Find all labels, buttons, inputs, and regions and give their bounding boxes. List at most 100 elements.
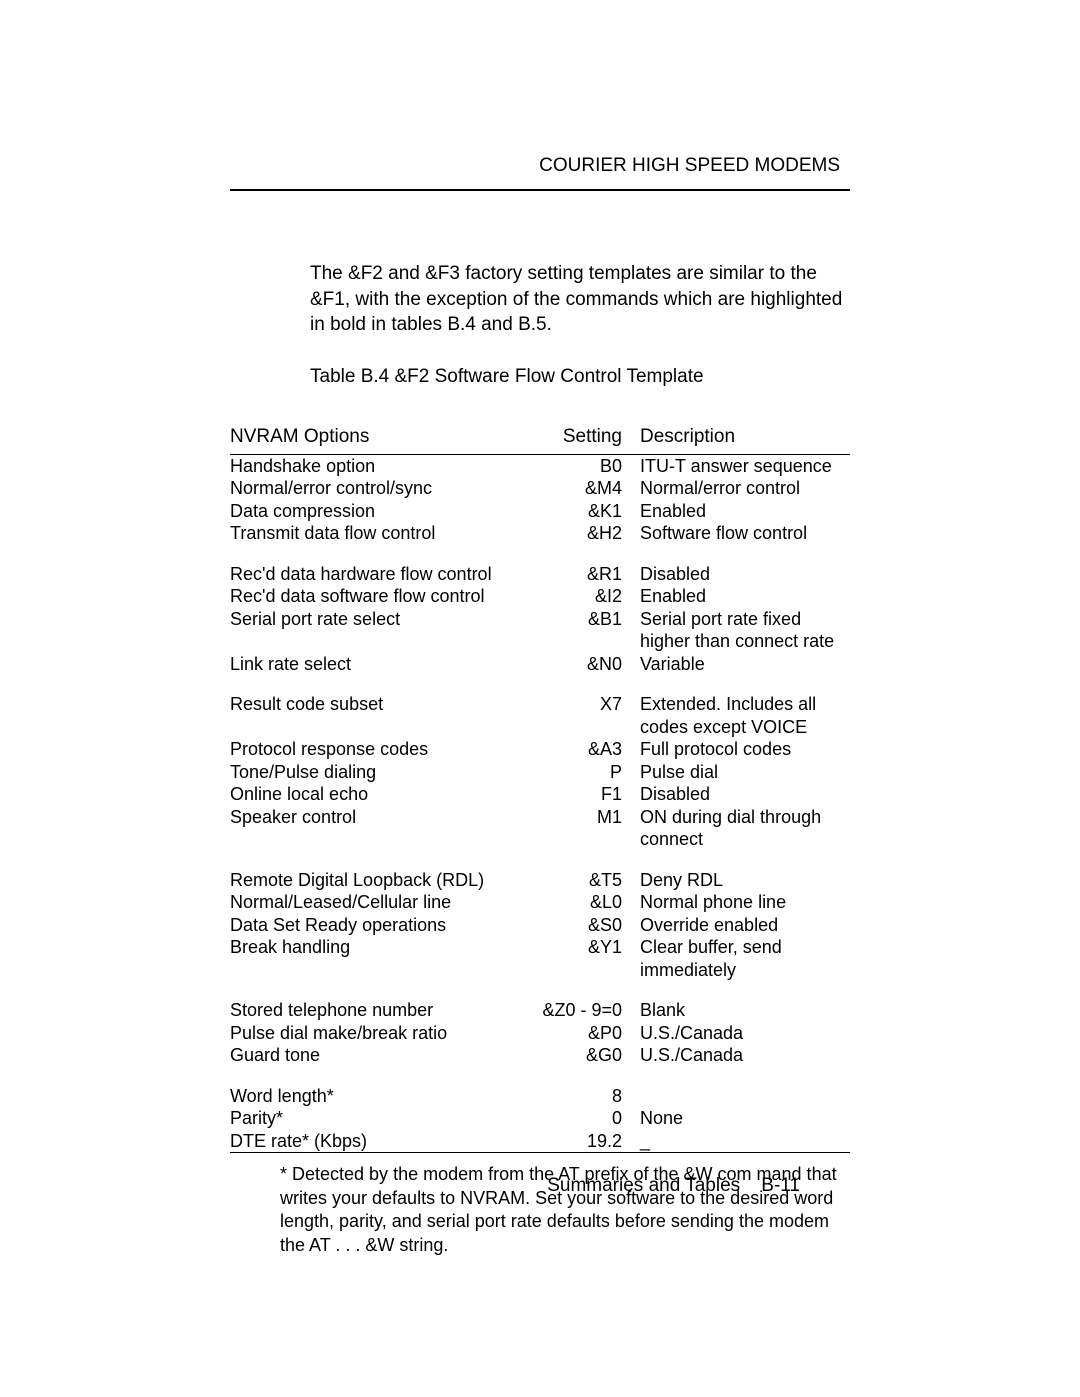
cell-setting: 8 — [525, 1085, 640, 1108]
cell-setting: P — [525, 761, 640, 784]
cell-option: Stored telephone number — [230, 999, 525, 1022]
table-row: Speaker controlM1ON during dial through … — [230, 806, 850, 851]
cell-desc: Pulse dial — [640, 761, 850, 784]
cell-desc: ON during dial through connect — [640, 806, 850, 851]
cell-desc: Enabled — [640, 500, 850, 523]
cell-setting: &Y1 — [525, 936, 640, 981]
cell-option: DTE rate* (Kbps) — [230, 1130, 525, 1153]
cell-option: Break handling — [230, 936, 525, 981]
cell-setting: &T5 — [525, 869, 640, 892]
footer-page: B-11 — [761, 1175, 800, 1196]
cell-setting: &N0 — [525, 653, 640, 676]
cell-option: Result code subset — [230, 693, 525, 738]
cell-option: Word length* — [230, 1085, 525, 1108]
table-header-row: NVRAM Options Setting Description — [230, 426, 850, 455]
cell-setting: &R1 — [525, 563, 640, 586]
cell-desc: Extended. Includes all codes except VOIC… — [640, 693, 850, 738]
cell-option: Protocol response codes — [230, 738, 525, 761]
cell-option: Parity* — [230, 1107, 525, 1130]
table-row: Guard tone&G0U.S./Canada — [230, 1044, 850, 1067]
table-row: Tone/Pulse dialingPPulse dial — [230, 761, 850, 784]
table-row: Word length*8 — [230, 1085, 850, 1108]
table-group-spacer — [230, 851, 850, 869]
options-table: NVRAM Options Setting Description Handsh… — [230, 426, 850, 1153]
cell-setting: M1 — [525, 806, 640, 851]
page: COURIER HIGH SPEED MODEMS The &F2 and &F… — [0, 0, 1080, 1257]
cell-option: Data Set Ready operations — [230, 914, 525, 937]
cell-option: Online local echo — [230, 783, 525, 806]
table-row: Link rate select&N0Variable — [230, 653, 850, 676]
table-group-spacer — [230, 545, 850, 563]
intro-paragraph: The &F2 and &F3 factory setting template… — [310, 261, 850, 338]
cell-option: Remote Digital Loopback (RDL) — [230, 869, 525, 892]
cell-desc: Disabled — [640, 563, 850, 586]
cell-setting: &S0 — [525, 914, 640, 937]
table-row: Stored telephone number&Z0 - 9=0Blank — [230, 999, 850, 1022]
cell-desc: Serial port rate fixed higher than conne… — [640, 608, 850, 653]
table-row: Pulse dial make/break ratio&P0U.S./Canad… — [230, 1022, 850, 1045]
cell-desc: U.S./Canada — [640, 1022, 850, 1045]
table-row: Remote Digital Loopback (RDL)&T5Deny RDL — [230, 869, 850, 892]
header-rule — [230, 189, 850, 191]
col-header-desc: Description — [640, 426, 850, 455]
cell-desc: Blank — [640, 999, 850, 1022]
table-row: Data compression&K1Enabled — [230, 500, 850, 523]
cell-desc: Normal phone line — [640, 891, 850, 914]
cell-setting: 19.2 — [525, 1130, 640, 1153]
table-group-spacer — [230, 1067, 850, 1085]
table-row: DTE rate* (Kbps)19.2_ — [230, 1130, 850, 1153]
table-group-spacer — [230, 981, 850, 999]
cell-desc: Disabled — [640, 783, 850, 806]
cell-option: Speaker control — [230, 806, 525, 851]
cell-setting: F1 — [525, 783, 640, 806]
cell-desc: U.S./Canada — [640, 1044, 850, 1067]
cell-setting: &L0 — [525, 891, 640, 914]
table-bottom-rule — [230, 1152, 850, 1153]
cell-option: Handshake option — [230, 454, 525, 477]
cell-desc: Override enabled — [640, 914, 850, 937]
table-row: Result code subsetX7Extended. Includes a… — [230, 693, 850, 738]
cell-option: Rec'd data hardware flow control — [230, 563, 525, 586]
cell-setting: &P0 — [525, 1022, 640, 1045]
cell-setting: &H2 — [525, 522, 640, 545]
cell-desc: ITU-T answer sequence — [640, 454, 850, 477]
table-row: Protocol response codes&A3Full protocol … — [230, 738, 850, 761]
cell-desc: Deny RDL — [640, 869, 850, 892]
cell-desc: Software flow control — [640, 522, 850, 545]
cell-desc: Normal/error control — [640, 477, 850, 500]
cell-option: Pulse dial make/break ratio — [230, 1022, 525, 1045]
table-row: Normal/error control/sync&M4Normal/error… — [230, 477, 850, 500]
table-row: Parity*0None — [230, 1107, 850, 1130]
footer-section: Summaries and Tables — [547, 1175, 740, 1196]
cell-setting: &Z0 - 9=0 — [525, 999, 640, 1022]
cell-desc: _ — [640, 1130, 850, 1153]
cell-setting: &A3 — [525, 738, 640, 761]
header-title: COURIER HIGH SPEED MODEMS — [230, 155, 850, 189]
cell-option: Serial port rate select — [230, 608, 525, 653]
table-row: Data Set Ready operations&S0Override ena… — [230, 914, 850, 937]
cell-desc — [640, 1085, 850, 1108]
cell-desc: Variable — [640, 653, 850, 676]
table-row: Rec'd data hardware flow control&R1Disab… — [230, 563, 850, 586]
table-row: Rec'd data software flow control&I2Enabl… — [230, 585, 850, 608]
cell-setting: &K1 — [525, 500, 640, 523]
col-header-setting: Setting — [525, 426, 640, 455]
cell-setting: &G0 — [525, 1044, 640, 1067]
cell-option: Guard tone — [230, 1044, 525, 1067]
cell-option: Data compression — [230, 500, 525, 523]
table-row: Break handling&Y1Clear buffer, send imme… — [230, 936, 850, 981]
cell-option: Transmit data flow control — [230, 522, 525, 545]
cell-setting: &I2 — [525, 585, 640, 608]
cell-setting: &B1 — [525, 608, 640, 653]
table-row: Transmit data flow control&H2Software fl… — [230, 522, 850, 545]
table-caption: Table B.4 &F2 Software Flow Control Temp… — [310, 366, 850, 388]
cell-desc: None — [640, 1107, 850, 1130]
table-body: Handshake optionB0ITU-T answer sequenceN… — [230, 454, 850, 1152]
cell-desc: Clear buffer, send immediately — [640, 936, 850, 981]
col-header-option: NVRAM Options — [230, 426, 525, 455]
cell-option: Normal/Leased/Cellular line — [230, 891, 525, 914]
cell-desc: Full protocol codes — [640, 738, 850, 761]
table-row: Handshake optionB0ITU-T answer sequence — [230, 454, 850, 477]
cell-setting: B0 — [525, 454, 640, 477]
cell-option: Tone/Pulse dialing — [230, 761, 525, 784]
